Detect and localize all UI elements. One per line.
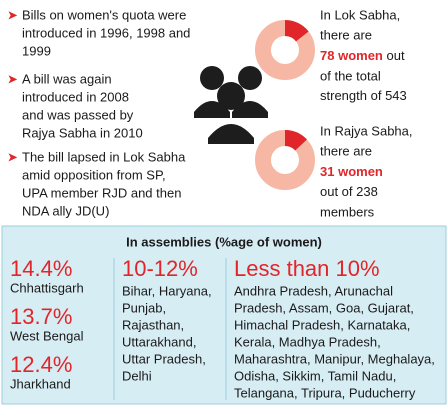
state-list: Odisha, Sikkim, Tamil Nadu, (234, 368, 396, 383)
state: West Bengal (10, 328, 84, 343)
share: 14.4% (10, 256, 72, 281)
state-list: Punjab, (122, 300, 166, 315)
state-list: Uttarakhand, (122, 334, 196, 349)
bullet-text: Bills on women's quota were (22, 7, 186, 22)
assemblies-panel (1, 225, 447, 405)
bullet-text: Rajya Sabha in 2010 (22, 125, 143, 140)
bullet-text: amid opposition from SP, (22, 167, 166, 182)
women-icon (194, 66, 268, 144)
share: Less than 10% (234, 256, 380, 281)
bullet-text: A bill was again (22, 71, 112, 86)
state-list: Andhra Pradesh, Arunachal (234, 283, 393, 298)
house-text: In Lok Sabha, (320, 7, 400, 22)
donut-share (255, 20, 315, 80)
bullet-arrow: ➤ (7, 7, 18, 22)
house-text: there are (320, 143, 372, 158)
women-count: 31 (320, 164, 334, 179)
state-list: Telangana, Tripura, Puducherry (234, 385, 416, 400)
share: 12.4% (10, 352, 72, 377)
bullet-text: UPA member RJD and then (22, 185, 181, 200)
state: Jharkhand (10, 376, 71, 391)
bullet-text: The bill lapsed in Lok Sabha (22, 149, 186, 164)
house-text: of the total (320, 68, 381, 83)
house-text: there are (320, 27, 372, 42)
donut-share (255, 130, 315, 190)
state-list: Maharashtra, Manipur, Meghalaya, (234, 351, 435, 366)
state-list: Pradesh, Assam, Goa, Gujarat, (234, 300, 414, 315)
total: 543 (385, 88, 407, 103)
house-text: out (387, 48, 405, 63)
share: 10-12% (122, 256, 198, 281)
women-count: 78 (320, 48, 334, 63)
state-list: Delhi (122, 368, 152, 383)
women-word: women (337, 164, 383, 179)
bullet-text: NDA ally JD(U) (22, 203, 109, 218)
assemblies-title: In assemblies (%age of women) (126, 234, 322, 249)
state-list: Rajasthan, (122, 317, 184, 332)
bullet-arrow: ➤ (7, 71, 18, 86)
bullet-text: 1999 (22, 43, 51, 58)
bullet-text: and was passed by (22, 107, 134, 122)
bullet-text: introduced in 1996, 1998 and (22, 25, 190, 40)
women-word: women (337, 48, 383, 63)
total: 238 (356, 184, 378, 199)
state-list: Himachal Pradesh, Karnataka, (234, 317, 410, 332)
bullet-text: introduced in 2008 (22, 89, 129, 104)
house-text: 78 women out (320, 48, 405, 63)
house-text: strength of (320, 88, 382, 103)
state: Chhattisgarh (10, 280, 84, 295)
state-list: Uttar Pradesh, (122, 351, 206, 366)
bullet-arrow: ➤ (7, 149, 18, 164)
house-text: out of (320, 184, 353, 199)
share: 13.7% (10, 304, 72, 329)
house-text: 31 women (320, 164, 383, 179)
house-text: members (320, 204, 375, 219)
house-text: out of 238 (320, 184, 378, 199)
house-text: strength of 543 (320, 88, 407, 103)
state-list: Bihar, Haryana, (122, 283, 212, 298)
house-text: In Rajya Sabha, (320, 123, 413, 138)
state-list: Kerala, Madhya Pradesh, (234, 334, 381, 349)
